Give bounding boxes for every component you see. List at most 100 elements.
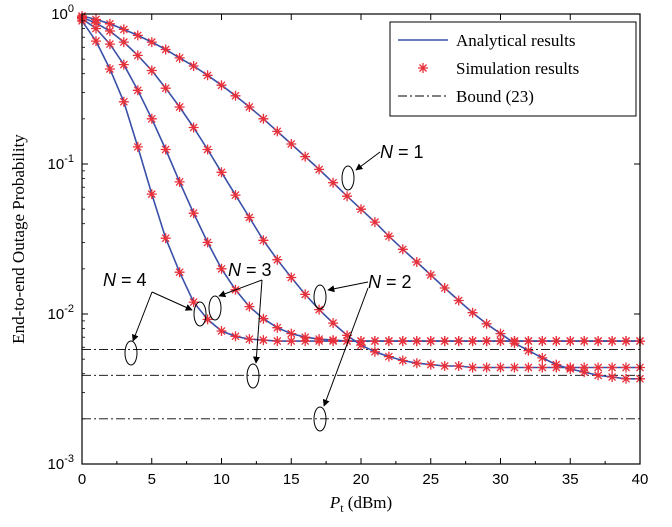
- annotation-ellipse-N2-b: [313, 406, 327, 432]
- simulation-marker-N1: [411, 257, 422, 267]
- simulation-marker-N2: [537, 362, 548, 373]
- legend-swatch-simulation: [418, 63, 428, 73]
- y-axis-label: End-to-end Outage Probability: [9, 134, 28, 344]
- simulation-marker-N1: [314, 164, 325, 175]
- simulation-marker-N2: [369, 346, 380, 357]
- simulation-marker-N2: [216, 167, 227, 178]
- simulation-marker-N3: [188, 208, 199, 219]
- simulation-marker-N2: [132, 50, 143, 61]
- simulation-marker-N2: [439, 361, 450, 371]
- simulation-marker-N1: [537, 352, 548, 363]
- annotation-N2: N = 2: [368, 272, 412, 292]
- simulation-marker-N3: [104, 39, 115, 50]
- simulation-marker-N2: [314, 304, 325, 315]
- annotation-N4: N = 4: [103, 270, 147, 290]
- simulation-marker-N1: [174, 52, 185, 63]
- simulation-marker-N4: [453, 336, 464, 347]
- simulation-marker-N2: [509, 362, 520, 373]
- simulation-marker-N2: [579, 362, 590, 373]
- simulation-marker-N2: [174, 102, 185, 112]
- annotation-ellipse-N3-a: [208, 295, 222, 321]
- x-tick-label: 25: [422, 471, 439, 488]
- simulation-marker-N4: [174, 267, 185, 278]
- simulation-marker-N2: [230, 190, 241, 201]
- annotations: N = 1 N = 2 N = 3 N = 4: [103, 142, 424, 432]
- simulation-marker-N2: [607, 362, 618, 373]
- simulation-marker-N4: [258, 335, 269, 346]
- simulation-marker-N2: [272, 254, 283, 265]
- simulation-marker-N2: [286, 272, 297, 283]
- simulation-marker-N4: [356, 336, 366, 347]
- simulation-marker-N4: [118, 96, 129, 107]
- simulation-marker-N4: [369, 336, 380, 347]
- x-tick-label: 40: [632, 471, 649, 488]
- simulation-marker-N4: [481, 336, 492, 347]
- simulation-marker-N2: [160, 83, 171, 94]
- simulation-marker-N1: [397, 244, 408, 255]
- simulation-marker-N2: [453, 361, 464, 371]
- simulation-marker-N4: [551, 336, 562, 347]
- x-tick-label: 30: [492, 471, 509, 488]
- simulation-marker-N3: [132, 85, 143, 96]
- annotation-N3: N = 3: [228, 260, 272, 280]
- simulation-marker-N1: [132, 30, 143, 41]
- simulation-marker-N4: [397, 336, 408, 347]
- y-axis-ticks: 10-3 10-2 10-1 100: [48, 3, 640, 473]
- simulation-marker-N1: [356, 204, 366, 215]
- x-tick-label: 5: [148, 471, 156, 488]
- y-tick-label: 10-2: [48, 303, 74, 323]
- simulation-marker-N4: [607, 336, 618, 347]
- simulation-marker-N1: [104, 18, 115, 29]
- annotation-ellipse-N3-b: [246, 363, 260, 389]
- simulation-marker-N1: [607, 372, 618, 382]
- simulation-marker-N4: [160, 233, 171, 244]
- simulation-marker-N2: [300, 289, 311, 300]
- annotation-ellipse-N4-b: [124, 340, 138, 366]
- simulation-marker-N1: [272, 126, 283, 137]
- simulation-marker-N4: [272, 336, 283, 347]
- simulation-marker-N3: [174, 176, 185, 187]
- annotation-arrow-N3-b: [252, 279, 263, 364]
- simulation-marker-N4: [202, 314, 213, 325]
- simulation-marker-N3: [160, 144, 171, 155]
- legend-box: [389, 21, 637, 117]
- annotation-ellipse-N2-a: [313, 284, 327, 310]
- simulation-marker-N4: [383, 336, 394, 347]
- simulation-marker-N1: [300, 151, 311, 162]
- simulation-markers: [77, 11, 645, 384]
- simulation-marker-N4: [104, 64, 115, 74]
- simulation-marker-N1: [258, 113, 269, 124]
- y-tick-label: 10-1: [48, 153, 74, 173]
- simulation-marker-N1: [230, 90, 241, 101]
- simulation-marker-N4: [523, 336, 534, 347]
- simulation-marker-N4: [425, 336, 436, 347]
- annotation-ellipse-N1: [341, 165, 355, 191]
- simulation-marker-N3: [216, 263, 227, 274]
- simulation-marker-N1: [383, 231, 394, 242]
- x-axis-ticks: 0 5 10 15 20 25 30 35 40: [78, 14, 649, 488]
- y-tick-label: 100: [51, 3, 74, 23]
- simulation-marker-N4: [439, 336, 450, 347]
- simulation-marker-N4: [411, 336, 422, 347]
- simulation-marker-N4: [342, 336, 353, 347]
- simulation-marker-N2: [551, 362, 562, 373]
- simulation-marker-N4: [621, 336, 631, 347]
- simulation-marker-N1: [160, 44, 171, 55]
- simulation-marker-N2: [258, 235, 269, 246]
- simulation-marker-N1: [328, 177, 339, 188]
- simulation-marker-N3: [202, 237, 213, 248]
- simulation-marker-N2: [481, 362, 492, 373]
- simulation-marker-N4: [230, 331, 241, 342]
- simulation-marker-N1: [453, 295, 464, 306]
- simulation-marker-N1: [481, 318, 492, 329]
- simulation-marker-N2: [244, 212, 255, 223]
- simulation-marker-N4: [216, 326, 227, 336]
- simulation-marker-N4: [314, 336, 325, 347]
- simulation-marker-N1: [621, 373, 631, 384]
- simulation-marker-N1: [467, 307, 478, 318]
- y-tick-label: 10-3: [48, 453, 74, 473]
- simulation-marker-N3: [146, 113, 157, 124]
- simulation-marker-N1: [369, 217, 380, 228]
- simulation-marker-N4: [579, 336, 590, 347]
- annotation-arrow-N1: [355, 151, 381, 171]
